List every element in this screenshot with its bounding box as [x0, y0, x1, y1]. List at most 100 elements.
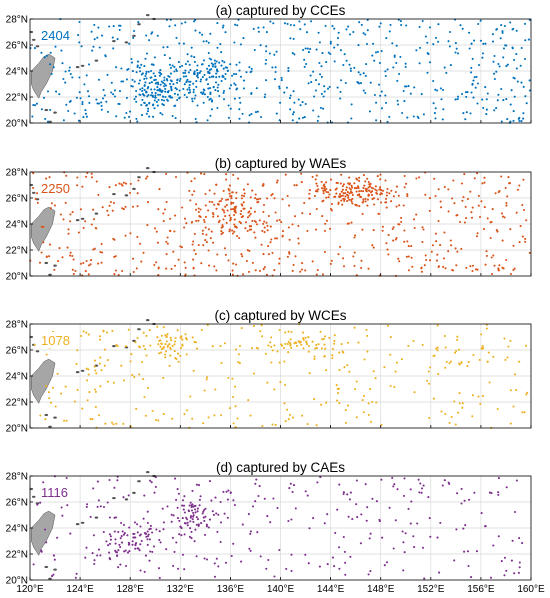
- eddy-point: [388, 115, 391, 118]
- eddy-point: [100, 242, 103, 246]
- eddy-point: [106, 380, 109, 383]
- eddy-point: [44, 117, 47, 120]
- eddy-point: [301, 212, 304, 215]
- eddy-point: [381, 225, 384, 228]
- eddy-point: [331, 356, 334, 360]
- eddy-point: [267, 214, 270, 218]
- eddy-point: [225, 203, 228, 207]
- eddy-point: [124, 345, 128, 348]
- eddy-point: [85, 115, 88, 118]
- eddy-point: [237, 361, 240, 364]
- island: [132, 187, 136, 190]
- eddy-point: [148, 115, 151, 118]
- eddy-point: [213, 575, 217, 578]
- eddy-point: [294, 341, 297, 344]
- eddy-point: [460, 361, 463, 364]
- eddy-point: [157, 208, 160, 211]
- eddy-point: [249, 414, 252, 417]
- eddy-point: [515, 389, 518, 392]
- eddy-point: [333, 342, 336, 345]
- eddy-point: [325, 196, 328, 199]
- eddy-point: [254, 482, 257, 485]
- eddy-point: [183, 495, 186, 498]
- eddy-point: [94, 369, 97, 372]
- eddy-point: [448, 30, 452, 34]
- eddy-point: [336, 86, 339, 89]
- eddy-point: [437, 23, 440, 26]
- eddy-point: [350, 200, 353, 203]
- eddy-point: [443, 231, 446, 234]
- eddy-point: [402, 541, 405, 544]
- eddy-point: [150, 69, 153, 73]
- eddy-point: [403, 229, 406, 232]
- eddy-point: [464, 205, 467, 208]
- eddy-point: [162, 104, 165, 107]
- eddy-point: [76, 349, 79, 352]
- eddy-point: [392, 66, 395, 69]
- eddy-point: [231, 273, 234, 276]
- eddy-point: [286, 255, 289, 258]
- eddy-point: [190, 530, 193, 533]
- eddy-point: [181, 504, 184, 507]
- eddy-point: [371, 497, 374, 500]
- eddy-point: [226, 516, 229, 519]
- eddy-point: [323, 185, 327, 188]
- eddy-point: [48, 255, 51, 258]
- eddy-point: [158, 352, 161, 355]
- eddy-point: [412, 535, 415, 538]
- eddy-point: [259, 115, 263, 119]
- eddy-point: [399, 20, 402, 23]
- eddy-point: [64, 385, 67, 388]
- y-tick-label: 26°N: [6, 346, 28, 357]
- eddy-point: [297, 224, 300, 227]
- eddy-point: [192, 369, 195, 372]
- eddy-point: [190, 180, 193, 183]
- eddy-point: [246, 249, 249, 252]
- eddy-point: [138, 79, 141, 82]
- eddy-point: [418, 176, 421, 179]
- eddy-point: [337, 392, 340, 395]
- eddy-point: [258, 197, 262, 200]
- eddy-point: [42, 96, 46, 99]
- eddy-point: [343, 198, 346, 201]
- eddy-point: [112, 25, 115, 28]
- eddy-point: [351, 518, 354, 521]
- eddy-point: [437, 265, 441, 268]
- eddy-point: [360, 259, 363, 262]
- eddy-point: [513, 95, 516, 98]
- eddy-point: [323, 335, 327, 338]
- eddy-point: [120, 364, 123, 367]
- eddy-point: [323, 355, 326, 358]
- eddy-point: [124, 182, 128, 185]
- eddy-point: [447, 40, 450, 43]
- eddy-point: [348, 370, 351, 373]
- eddy-point: [276, 179, 279, 182]
- eddy-point: [250, 113, 253, 116]
- eddy-point: [150, 481, 153, 484]
- eddy-point: [187, 509, 190, 512]
- eddy-point: [163, 79, 166, 82]
- eddy-point: [136, 65, 139, 69]
- eddy-point: [170, 267, 173, 270]
- eddy-point: [173, 343, 176, 346]
- eddy-point: [403, 551, 406, 554]
- eddy-point: [220, 361, 223, 365]
- eddy-point: [229, 216, 232, 219]
- eddy-point: [291, 416, 295, 419]
- island: [124, 194, 129, 197]
- eddy-point: [225, 221, 228, 224]
- island: [137, 23, 141, 26]
- eddy-point: [162, 345, 166, 349]
- eddy-point: [154, 75, 157, 78]
- eddy-point: [234, 83, 237, 86]
- eddy-point: [303, 116, 306, 119]
- eddy-point: [339, 97, 342, 100]
- eddy-point: [145, 52, 149, 55]
- eddy-point: [240, 194, 244, 197]
- eddy-point: [178, 79, 181, 82]
- eddy-point: [374, 51, 378, 54]
- eddy-point: [394, 519, 397, 522]
- eddy-point: [420, 270, 423, 273]
- eddy-point: [232, 499, 235, 502]
- eddy-point: [325, 61, 328, 64]
